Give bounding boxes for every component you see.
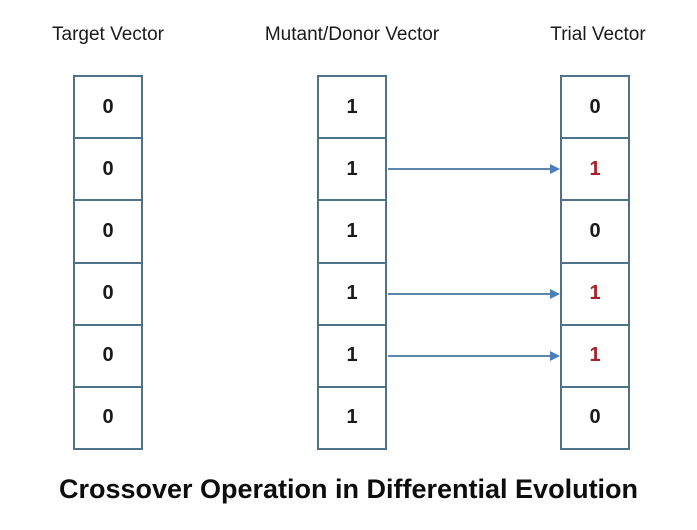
- crossover-arrow-0: [388, 163, 560, 174]
- trial-cell-4: 1: [562, 326, 628, 388]
- mutant-donor-vector-box: 1 1 1 1 1 1: [317, 75, 387, 450]
- mutant-cell-0: 1: [319, 77, 385, 140]
- crossover-arrow-2: [388, 351, 560, 362]
- diagram-title: Crossover Operation in Differential Evol…: [58, 474, 639, 504]
- mutant-cell-4: 1: [319, 326, 385, 388]
- target-cell-0: 0: [75, 77, 141, 140]
- target-cell-4: 0: [75, 326, 141, 388]
- mutant-donor-vector-header: Mutant/Donor Vector: [264, 24, 440, 45]
- trial-vector-header: Trial Vector: [550, 24, 646, 45]
- crossover-arrow-1: [388, 288, 560, 299]
- trial-cell-3: 1: [562, 264, 628, 326]
- trial-cell-5: 0: [589, 406, 601, 429]
- trial-vector-box: 0 1 0 1 1 0: [560, 75, 630, 450]
- mutant-cell-2: 1: [319, 201, 385, 264]
- target-vector-header: Target Vector: [52, 24, 164, 45]
- mutant-cell-3: 1: [319, 264, 385, 326]
- target-cell-2: 0: [75, 201, 141, 264]
- target-cell-1: 0: [75, 139, 141, 202]
- mutant-cell-5: 1: [346, 406, 358, 429]
- target-vector-box: 0 0 0 0 0 0: [73, 75, 143, 450]
- trial-cell-0: 0: [562, 77, 628, 140]
- target-cell-3: 0: [75, 264, 141, 326]
- mutant-cell-1: 1: [319, 139, 385, 202]
- trial-cell-1: 1: [562, 139, 628, 202]
- trial-cell-2: 0: [562, 201, 628, 264]
- target-cell-5: 0: [102, 406, 114, 429]
